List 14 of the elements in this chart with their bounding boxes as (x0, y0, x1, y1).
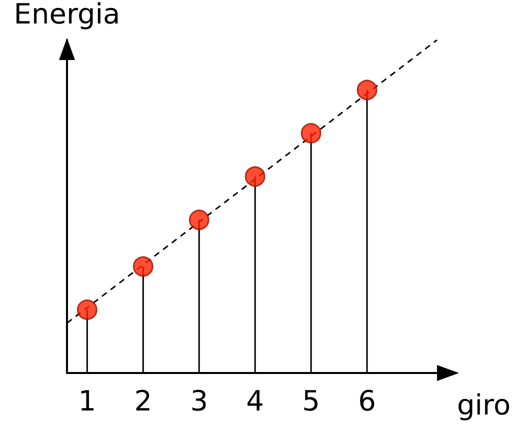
point (300, 122, 322, 144)
y-axis-title: Energia (14, 0, 120, 30)
x-tick-label: 4 (246, 384, 264, 418)
x-tick-label: 1 (78, 384, 96, 418)
point (188, 210, 210, 230)
x-tick-label: 5 (302, 384, 320, 418)
x-tick-label: 3 (190, 384, 208, 418)
x-tick-label: 6 (358, 384, 376, 418)
point (356, 80, 378, 100)
x-tick-label: 2 (134, 384, 152, 418)
point (132, 256, 154, 277)
point (76, 299, 98, 320)
x-axis-title: giro (457, 388, 511, 422)
point (244, 166, 266, 187)
